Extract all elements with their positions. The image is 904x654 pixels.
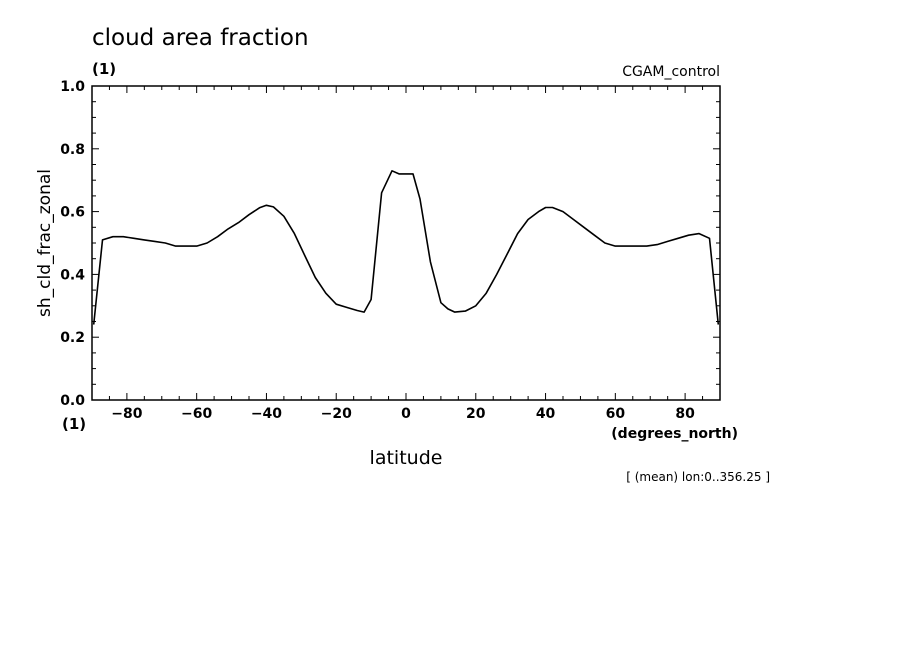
y-axis-label: sh_cld_frac_zonal bbox=[35, 169, 55, 317]
y-tick-label: 1.0 bbox=[60, 79, 85, 95]
y-tick-label: 0.2 bbox=[60, 330, 85, 346]
chart-title: cloud area fraction bbox=[92, 25, 309, 51]
series-line bbox=[92, 170, 720, 325]
x-tick-label: −80 bbox=[111, 406, 142, 422]
x-tick-label: 0 bbox=[401, 406, 411, 422]
x-tick-label: 80 bbox=[675, 406, 695, 422]
x-tick-label: 60 bbox=[606, 406, 626, 422]
y-tick-label: 0.0 bbox=[60, 393, 85, 409]
y-units: (1) bbox=[62, 415, 86, 433]
y-tick-label: 0.4 bbox=[60, 267, 85, 283]
x-tick-label: −40 bbox=[251, 406, 282, 422]
x-tick-label: 20 bbox=[466, 406, 486, 422]
y-axis-ticks: 0.0 0.2 0.4 0.6 0.8 1.0 bbox=[60, 79, 720, 409]
x-axis-ticks: −80 −60 −40 −20 0 20 40 60 80 bbox=[91, 86, 721, 422]
x-tick-label: −20 bbox=[321, 406, 352, 422]
y-tick-label: 0.6 bbox=[60, 205, 85, 221]
run-label: CGAM_control bbox=[622, 64, 720, 80]
title-units: (1) bbox=[92, 60, 116, 78]
y-tick-label: 0.8 bbox=[60, 142, 85, 158]
x-tick-label: −60 bbox=[181, 406, 212, 422]
mean-note: [ (mean) lon:0..356.25 ] bbox=[626, 470, 770, 484]
plot-frame bbox=[91, 85, 721, 401]
x-units: (degrees_north) bbox=[611, 426, 738, 442]
x-axis-label: latitude bbox=[370, 447, 443, 469]
x-tick-label: 40 bbox=[536, 406, 556, 422]
